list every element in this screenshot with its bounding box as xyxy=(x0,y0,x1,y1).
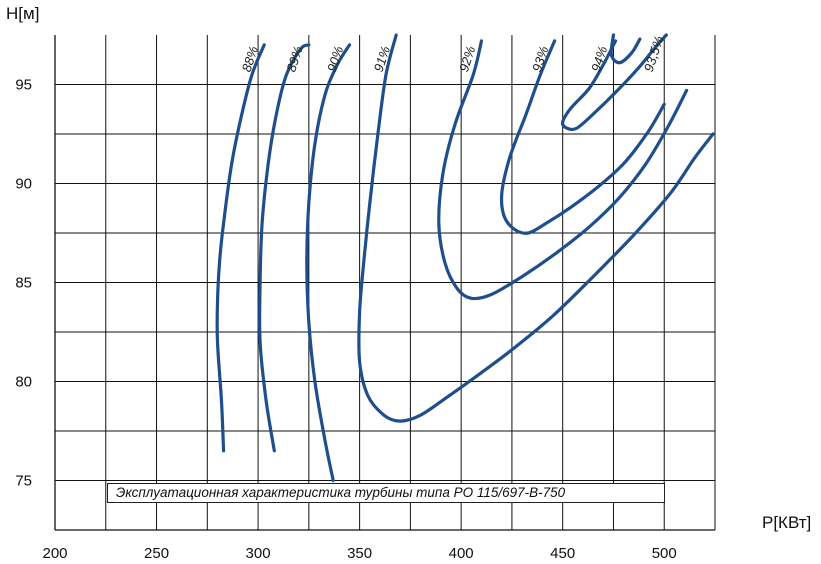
y-axis-title: H[м] xyxy=(6,4,39,23)
x-tick-label-200: 200 xyxy=(42,545,67,562)
contour-label-89pct: 89% xyxy=(283,44,305,73)
contour-label-90pct: 90% xyxy=(324,44,346,73)
contour-line-88pct xyxy=(215,43,266,453)
y-tick-label-75: 75 xyxy=(15,473,32,490)
contour-line-93-5pct xyxy=(560,33,668,132)
y-tick-label-80: 80 xyxy=(15,374,32,391)
contour-labels: 88% 89% 90% 91% 92% 93% 93,5%94% xyxy=(239,34,667,74)
tick-labels: 200 250 300 350 400 450 500 75 80 85 90 95 xyxy=(15,77,676,563)
contour-label-94pct: 94% xyxy=(588,44,610,73)
contour-line-94pct xyxy=(609,33,642,65)
contour-line-89pct xyxy=(257,43,311,453)
x-tick-label-500: 500 xyxy=(652,545,677,562)
contour-line-93pct xyxy=(499,39,666,235)
x-axis-title: P[КВт] xyxy=(762,513,811,532)
chart-caption: Эксплуатационная характеристика турбины … xyxy=(107,483,665,503)
contour-label-91pct: 91% xyxy=(371,44,393,73)
y-tick-label-90: 90 xyxy=(15,176,32,193)
x-tick-label-400: 400 xyxy=(449,545,474,562)
contour-line-92pct xyxy=(437,39,689,301)
grid xyxy=(54,35,716,531)
y-tick-label-85: 85 xyxy=(15,275,32,292)
contour-lines xyxy=(215,33,715,483)
x-tick-label-300: 300 xyxy=(246,545,271,562)
contour-line-91pct xyxy=(357,33,715,423)
contour-label-93-5pct: 93,5% xyxy=(641,34,667,74)
x-tick-label-350: 350 xyxy=(347,545,372,562)
y-tick-label-95: 95 xyxy=(15,77,32,94)
x-tick-label-250: 250 xyxy=(144,545,169,562)
contour-line-90pct xyxy=(305,43,352,483)
contour-label-93pct: 93% xyxy=(529,44,551,73)
x-tick-label-450: 450 xyxy=(550,545,575,562)
